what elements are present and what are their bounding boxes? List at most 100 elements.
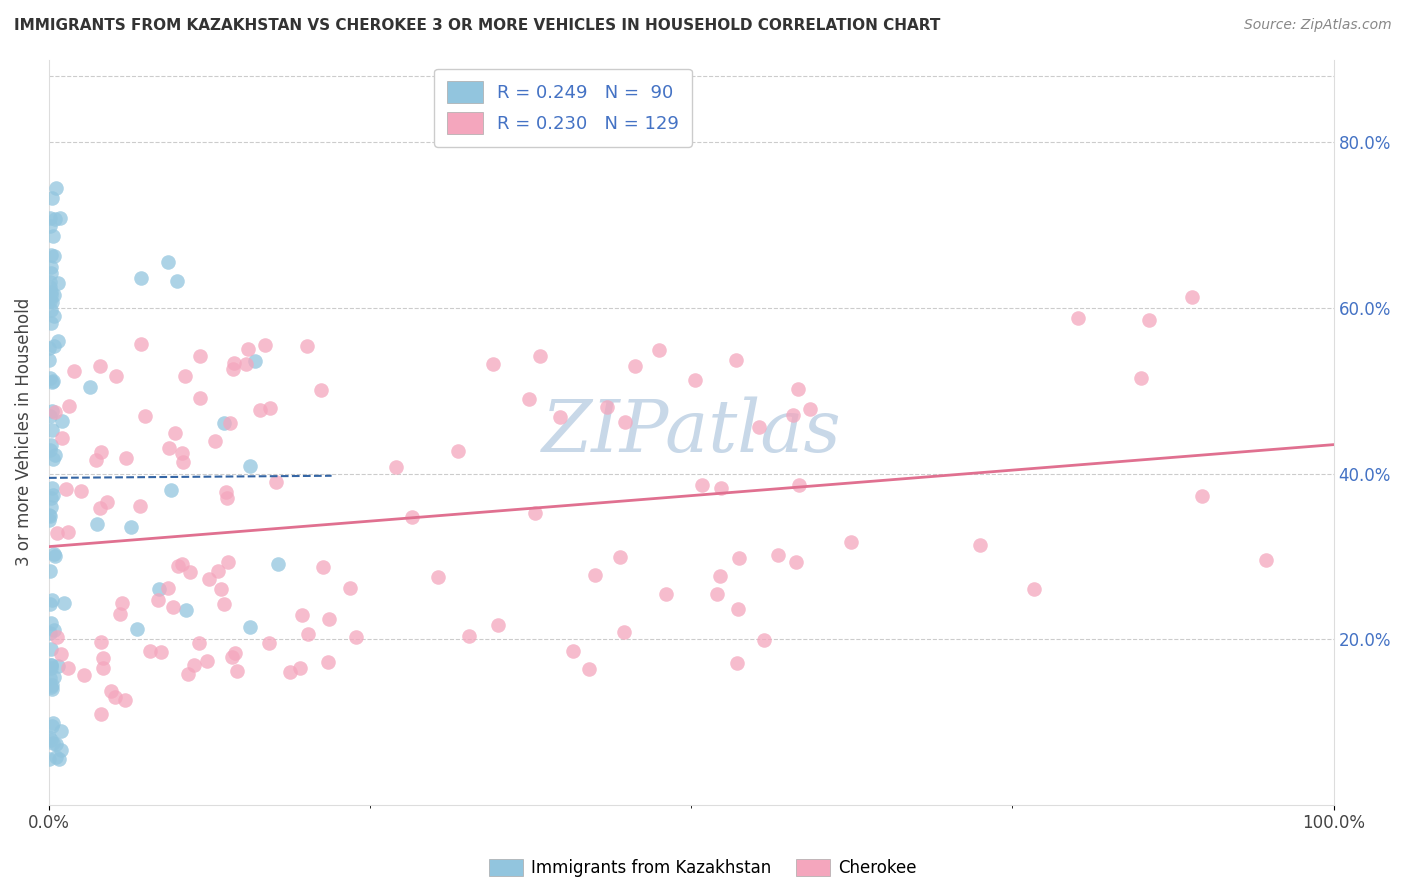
Point bbox=[787, 382, 810, 396]
Point bbox=[45, 750, 67, 764]
Point bbox=[46, 526, 69, 541]
Point bbox=[578, 662, 600, 676]
Point bbox=[613, 624, 636, 639]
Text: Source: ZipAtlas.com: Source: ZipAtlas.com bbox=[1244, 18, 1392, 32]
Point bbox=[44, 623, 66, 637]
Point bbox=[39, 658, 62, 673]
Point bbox=[768, 548, 790, 562]
Point bbox=[111, 596, 134, 610]
Point bbox=[259, 401, 281, 416]
Point bbox=[710, 481, 733, 495]
Point bbox=[131, 271, 153, 285]
Point bbox=[235, 357, 257, 371]
Point bbox=[49, 743, 72, 757]
Point bbox=[214, 417, 236, 431]
Legend: Immigrants from Kazakhstan, Cherokee: Immigrants from Kazakhstan, Cherokee bbox=[482, 852, 924, 884]
Point bbox=[259, 636, 281, 650]
Point bbox=[447, 444, 470, 458]
Point bbox=[38, 513, 60, 527]
Point bbox=[839, 534, 862, 549]
Point bbox=[39, 641, 62, 656]
Point bbox=[39, 288, 62, 302]
Point bbox=[426, 570, 449, 584]
Point bbox=[706, 587, 728, 601]
Point bbox=[41, 500, 63, 515]
Point bbox=[42, 229, 65, 244]
Point bbox=[39, 219, 62, 234]
Point bbox=[316, 655, 339, 669]
Point bbox=[44, 288, 66, 302]
Point bbox=[91, 650, 114, 665]
Point bbox=[295, 339, 318, 353]
Point bbox=[297, 627, 319, 641]
Point bbox=[91, 661, 114, 675]
Point bbox=[177, 667, 200, 681]
Text: ZIPatlas: ZIPatlas bbox=[541, 397, 841, 467]
Point bbox=[209, 582, 232, 596]
Point bbox=[73, 667, 96, 681]
Point bbox=[39, 671, 62, 685]
Point bbox=[42, 736, 65, 750]
Point bbox=[312, 559, 335, 574]
Point bbox=[166, 558, 188, 573]
Point bbox=[799, 402, 821, 417]
Point bbox=[39, 508, 62, 523]
Point bbox=[1181, 290, 1204, 304]
Point bbox=[215, 484, 238, 499]
Point bbox=[41, 375, 63, 389]
Point bbox=[219, 416, 242, 430]
Point bbox=[38, 508, 60, 523]
Point bbox=[39, 260, 62, 274]
Point bbox=[41, 616, 63, 631]
Point bbox=[44, 212, 66, 227]
Point bbox=[114, 693, 136, 707]
Point bbox=[38, 280, 60, 294]
Point bbox=[156, 581, 179, 595]
Point bbox=[614, 415, 637, 429]
Point bbox=[90, 635, 112, 649]
Point bbox=[969, 538, 991, 552]
Point bbox=[42, 249, 65, 263]
Point bbox=[39, 285, 62, 300]
Point bbox=[90, 707, 112, 722]
Point bbox=[217, 555, 239, 569]
Point bbox=[523, 507, 546, 521]
Point bbox=[188, 636, 211, 650]
Point bbox=[51, 414, 73, 428]
Point bbox=[212, 598, 235, 612]
Point bbox=[385, 459, 408, 474]
Point bbox=[46, 276, 69, 290]
Point bbox=[1067, 311, 1090, 326]
Point bbox=[162, 600, 184, 615]
Point bbox=[1191, 489, 1213, 503]
Point bbox=[39, 438, 62, 452]
Point bbox=[609, 550, 631, 565]
Point bbox=[120, 519, 142, 533]
Point bbox=[41, 680, 63, 694]
Point bbox=[128, 499, 150, 513]
Point bbox=[166, 274, 188, 288]
Point bbox=[38, 275, 60, 289]
Point bbox=[38, 211, 60, 225]
Point bbox=[725, 656, 748, 670]
Point bbox=[39, 409, 62, 423]
Point bbox=[44, 405, 66, 419]
Point bbox=[727, 602, 749, 616]
Point bbox=[596, 400, 619, 414]
Point bbox=[225, 664, 247, 678]
Point bbox=[1129, 371, 1152, 385]
Point bbox=[725, 353, 748, 368]
Point bbox=[38, 352, 60, 367]
Point bbox=[238, 619, 260, 633]
Point bbox=[529, 350, 551, 364]
Point bbox=[204, 434, 226, 448]
Point bbox=[41, 719, 63, 733]
Point bbox=[84, 452, 107, 467]
Point bbox=[243, 353, 266, 368]
Point bbox=[236, 343, 259, 357]
Point bbox=[623, 359, 645, 373]
Point bbox=[457, 629, 479, 643]
Point bbox=[41, 481, 63, 495]
Point bbox=[752, 632, 775, 647]
Point bbox=[48, 752, 70, 766]
